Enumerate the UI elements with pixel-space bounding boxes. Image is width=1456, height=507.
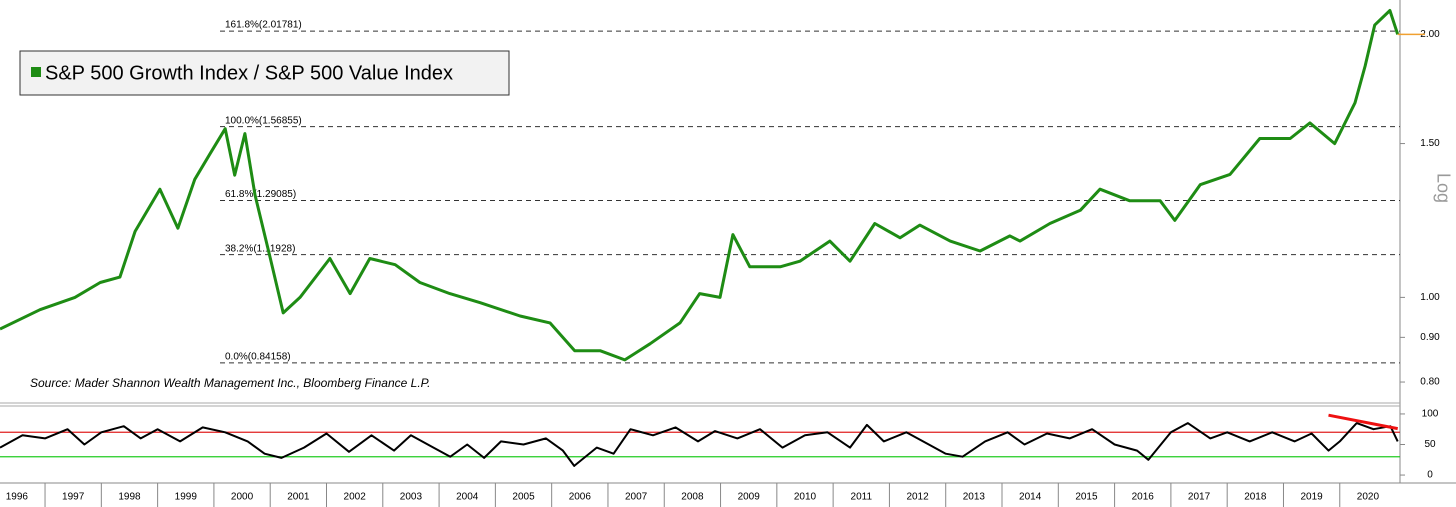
y-tick-label: 2.00 bbox=[1420, 29, 1440, 40]
x-tick-label: 2000 bbox=[231, 492, 254, 503]
x-tick-label: 2016 bbox=[1132, 492, 1155, 503]
y-tick-label: 1.00 bbox=[1420, 292, 1440, 303]
x-tick-label: 2001 bbox=[287, 492, 310, 503]
x-tick-label: 1999 bbox=[175, 492, 198, 503]
fib-label: 0.0%(0.84158) bbox=[225, 351, 291, 362]
y-tick-label: 50 bbox=[1424, 439, 1436, 450]
x-tick-label: 1997 bbox=[62, 492, 85, 503]
x-tick-label: 2013 bbox=[963, 492, 986, 503]
y-tick-label: 0 bbox=[1427, 470, 1433, 481]
x-tick-label: 2011 bbox=[851, 492, 873, 503]
y-tick-label: 0.90 bbox=[1420, 332, 1440, 343]
legend-box bbox=[19, 50, 510, 96]
fib-label: 61.8%(1.29085) bbox=[225, 189, 296, 200]
x-tick-label: 2012 bbox=[906, 492, 929, 503]
y-tick-label: 0.80 bbox=[1420, 377, 1440, 388]
legend-label: S&P 500 Growth Index / S&P 500 Value Ind… bbox=[45, 62, 453, 84]
x-tick-label: 2010 bbox=[794, 492, 817, 503]
legend-swatch bbox=[31, 67, 41, 77]
source-note: Source: Mader Shannon Wealth Management … bbox=[30, 376, 430, 390]
x-tick-label: 2007 bbox=[625, 492, 648, 503]
x-tick-label: 1998 bbox=[118, 492, 141, 503]
x-tick-label: 2018 bbox=[1244, 492, 1267, 503]
fib-label: 38.2%(1.11928) bbox=[225, 243, 295, 254]
x-tick-label: 2015 bbox=[1075, 492, 1098, 503]
y-tick-label: 100 bbox=[1422, 409, 1439, 420]
data-line bbox=[0, 9, 1400, 362]
x-tick-label: 2014 bbox=[1019, 492, 1042, 503]
fib-label: 100.0%(1.56855) bbox=[225, 115, 302, 126]
x-tick-label: 2008 bbox=[681, 492, 704, 503]
x-tick-label: 2019 bbox=[1300, 492, 1323, 503]
x-tick-label: 2017 bbox=[1188, 492, 1211, 503]
x-tick-label: 2020 bbox=[1357, 492, 1380, 503]
x-tick-label: 1996 bbox=[6, 492, 29, 503]
x-tick-label: 2002 bbox=[344, 492, 367, 503]
x-tick-label: 2004 bbox=[456, 492, 479, 503]
x-tick-label: 2006 bbox=[569, 492, 592, 503]
scale-label: Log bbox=[1433, 173, 1453, 203]
x-tick-label: 2005 bbox=[512, 492, 535, 503]
fib-label: 161.8%(2.01781) bbox=[225, 20, 302, 31]
trend-line bbox=[1328, 413, 1398, 431]
y-tick-label: 1.50 bbox=[1420, 138, 1440, 149]
x-tick-label: 2009 bbox=[738, 492, 761, 503]
x-tick-label: 2003 bbox=[400, 492, 423, 503]
data-line bbox=[0, 422, 1399, 467]
